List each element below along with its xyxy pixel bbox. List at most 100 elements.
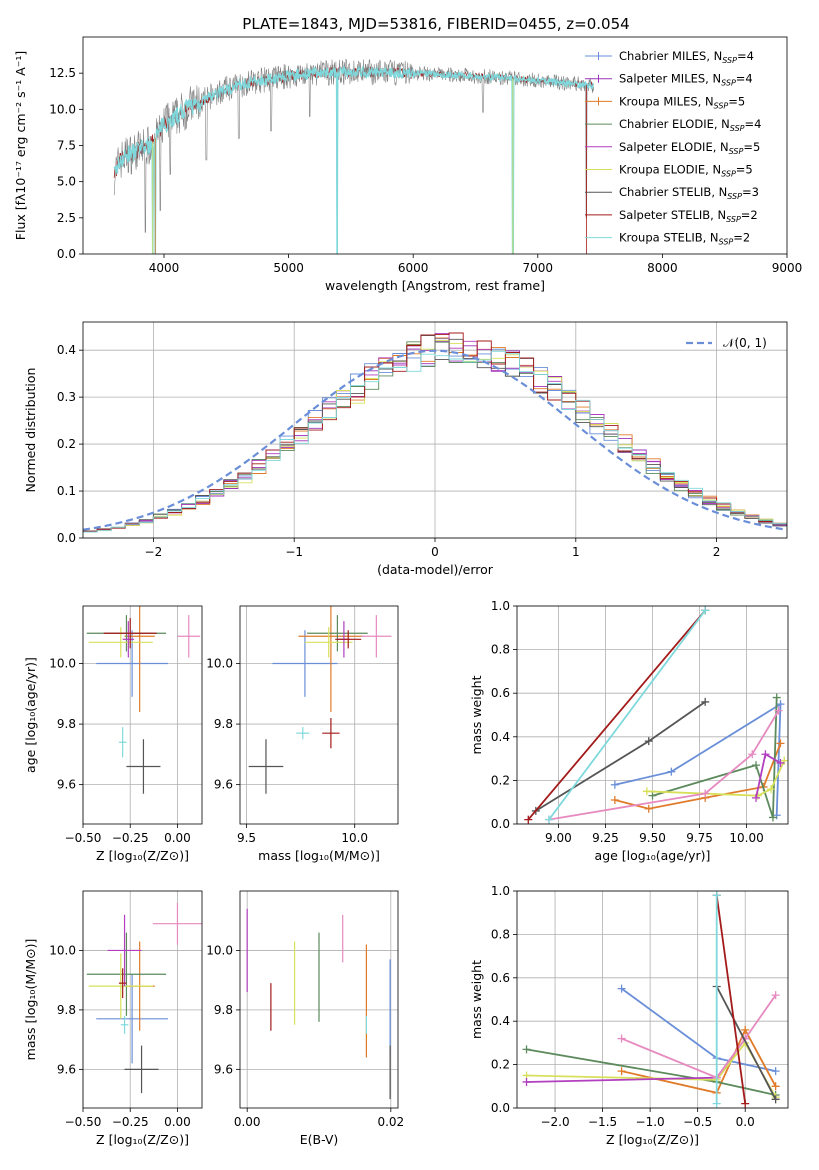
tick-label-x: 9000 <box>772 261 803 275</box>
tick-label-y: 9.6 <box>57 1062 76 1076</box>
model-line-kroupa-stelib <box>113 64 595 254</box>
tick-label-x: −1.0 <box>636 1115 665 1129</box>
plot-area-mass-EBV <box>246 908 391 1100</box>
panel-age-mass: 9.5 10.0 9.6 9.8 10.0 mass [log₁₀(M/M⊙)] <box>206 605 399 863</box>
data-point <box>741 1025 750 1034</box>
tick-label-y: 0.4 <box>57 343 76 357</box>
legend-label: Salpeter ELODIE, NSSP=5 <box>619 140 760 156</box>
x-axis-label: age [log₁₀(age/yr)] <box>595 848 711 863</box>
tick-label-y: 9.8 <box>214 717 233 731</box>
data-point <box>712 1099 721 1108</box>
plot-area-weight-age <box>524 606 788 824</box>
tick-label-x: 1 <box>572 545 580 559</box>
x-axis-label: Z [log₁₀(Z/Z⊙)] <box>606 1132 699 1147</box>
y-axis-label: mass weight <box>469 675 484 754</box>
tick-label-x: −0.5 <box>683 1115 712 1129</box>
tick-label-x: −0.50 <box>65 831 102 845</box>
x-axis-label: (data-model)/error <box>377 562 494 577</box>
series-line <box>621 994 777 1079</box>
tick-label-x: 6000 <box>398 261 429 275</box>
tick-label-x: 0.0 <box>736 1115 755 1129</box>
histogram-step <box>83 350 787 533</box>
data-point <box>522 1077 531 1086</box>
data-point <box>667 767 676 776</box>
panel-mass-Z: −0.50 −0.25 0.00 9.6 9.8 10.0 Z [log₁₀(Z/Z⊙)] m… <box>23 890 203 1147</box>
x-axis-label: Z [log₁₀(Z/Z⊙)] <box>96 1132 189 1147</box>
plots-layer: 4000 5000 6000 7000 8000 90000.02.55.07.510.0… <box>13 36 803 1147</box>
data-point <box>771 1095 780 1104</box>
tick-label-x: 9.75 <box>686 831 713 845</box>
tick-label-y: 10.0 <box>206 943 233 957</box>
plot-area-spectrum <box>113 58 595 254</box>
legend-label: 𝒩(0, 1) <box>723 336 767 350</box>
data-spectrum-line <box>113 58 594 254</box>
plot-area-age-Z <box>86 606 201 794</box>
data-point <box>712 891 721 900</box>
axes-frame <box>239 890 399 1109</box>
tick-label-x: −0.25 <box>112 1115 149 1129</box>
tick-label-x: 0 <box>431 545 439 559</box>
tick-label-y: 2.5 <box>57 211 76 225</box>
axes-frame <box>516 605 789 825</box>
series-line <box>548 609 706 821</box>
series-line <box>715 986 777 1100</box>
data-point <box>771 991 780 1000</box>
data-point <box>644 737 653 746</box>
tick-label-y: 0.6 <box>491 971 510 985</box>
data-point <box>741 1099 750 1108</box>
data-point <box>752 761 761 770</box>
tick-label-x: 5000 <box>273 261 304 275</box>
tick-label-x: 8000 <box>647 261 678 275</box>
tick-label-y: 0.6 <box>491 686 510 700</box>
tick-label-x: 0.02 <box>377 1115 404 1129</box>
tick-label-x: 9.50 <box>639 831 666 845</box>
panel-spectrum: 4000 5000 6000 7000 8000 9000 0.0 2.5 5.0 7.5 10.0… <box>13 36 803 293</box>
histogram-step <box>83 332 787 532</box>
tick-label-y: 0.3 <box>57 390 76 404</box>
data-point <box>776 739 785 748</box>
legend-label: Chabrier MILES, NSSP=4 <box>619 49 754 65</box>
tick-label-y: 7.5 <box>57 139 76 153</box>
tick-label-y: 0.0 <box>491 1101 510 1115</box>
tick-label-y: 0.2 <box>57 437 76 451</box>
data-point <box>644 804 653 813</box>
axes-frame <box>82 321 788 539</box>
x-axis-label: wavelength [Angstrom, rest frame] <box>325 278 545 293</box>
legend-label: Salpeter MILES, NSSP=4 <box>619 72 753 88</box>
tick-label-x: −0.50 <box>65 1115 102 1129</box>
tick-label-x: −2.0 <box>540 1115 569 1129</box>
data-point <box>701 697 710 706</box>
data-point <box>761 750 770 759</box>
tick-label-y: 9.6 <box>214 778 233 792</box>
data-point <box>617 1067 626 1076</box>
axes-frame <box>516 890 789 1109</box>
data-point <box>522 1045 531 1054</box>
tick-label-x: 0.00 <box>164 1115 191 1129</box>
data-point <box>617 1034 626 1043</box>
tick-label-y: 10.0 <box>49 657 76 671</box>
data-point <box>752 793 761 802</box>
data-point <box>771 1082 780 1091</box>
panel-mass-EBV: 0.00 0.02 9.6 9.8 10.0 E(B-V) <box>206 890 404 1147</box>
tick-label-x: 9.5 <box>237 831 256 845</box>
tick-label-x: 4000 <box>149 261 180 275</box>
tick-label-y: 10.0 <box>49 943 76 957</box>
tick-label-x: 0.00 <box>164 831 191 845</box>
legend-label: Chabrier ELODIE, NSSP=4 <box>619 117 761 133</box>
tick-label-x: 9.25 <box>592 831 619 845</box>
tick-label-x: 2 <box>713 545 721 559</box>
tick-label-x: 0.00 <box>234 1115 261 1129</box>
figure-title: PLATE=1843, MJD=53816, FIBERID=0455, z=0… <box>242 15 629 33</box>
tick-label-y: 0.0 <box>491 817 510 831</box>
y-axis-label: mass weight <box>469 960 484 1039</box>
series-line <box>621 987 776 1072</box>
series-line <box>535 701 706 812</box>
tick-label-x: 10.0 <box>341 831 368 845</box>
data-point <box>642 787 651 796</box>
legend-label: Chabrier STELIB, NSSP=3 <box>619 185 759 201</box>
tick-label-y: 0.0 <box>57 531 76 545</box>
legend-label: Kroupa MILES, NSSP=5 <box>619 94 745 110</box>
panel-weight-Z: −2.0 −1.5 −1.0 −0.5 0.0 0.0 0.2 0.4 0.6 0.8 1.0 Z [… <box>469 884 789 1147</box>
tick-label-y: 0.4 <box>491 730 510 744</box>
